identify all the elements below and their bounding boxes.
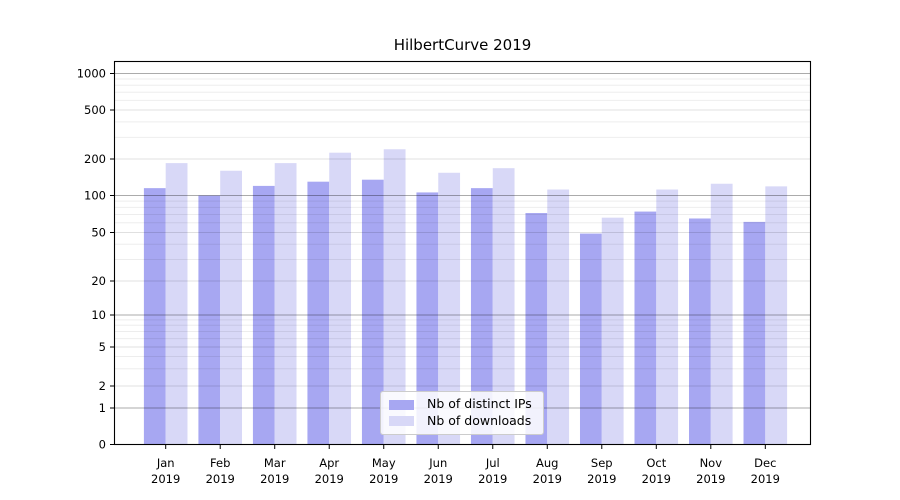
bar-distinct-ips [307,181,330,445]
x-tick-label-month: Jan [156,456,175,470]
x-tick-label-year: 2019 [315,472,344,486]
bar-distinct-ips [634,211,657,445]
bar-distinct-ips [143,188,166,445]
bar-downloads [710,183,733,445]
y-tick-label: 200 [84,152,106,166]
x-tick-label-year: 2019 [751,472,780,486]
x-tick-label-month: Feb [210,456,230,470]
x-tick-label-year: 2019 [151,472,180,486]
bar-distinct-ips [198,195,221,445]
bar-distinct-ips [416,192,439,445]
y-tick-label: 500 [84,103,106,117]
y-tick-label: 20 [91,274,106,288]
x-tick-label-year: 2019 [533,472,562,486]
legend-swatch-distinct-ips [389,399,414,410]
bar-distinct-ips [579,233,602,445]
bar-distinct-ips [252,185,275,445]
legend-label-downloads: Nb of downloads [427,413,532,429]
y-tick-label: 1 [99,401,106,415]
x-tick-label-month: Aug [536,456,558,470]
bar-distinct-ips [689,218,711,445]
x-tick-label-month: Oct [646,456,666,470]
bar-downloads [220,170,243,445]
bar-downloads [274,163,297,445]
y-tick-label: 10 [91,308,106,322]
bar-downloads [438,172,461,445]
legend-swatch-downloads [389,416,414,427]
x-tick-label-month: Jul [485,456,500,470]
y-tick-label: 100 [84,189,106,203]
bar-distinct-ips [470,188,493,445]
bar-distinct-ips [525,213,548,445]
x-tick-label-month: Mar [264,456,286,470]
y-tick-label: 2 [99,379,106,393]
x-tick-label-year: 2019 [587,472,616,486]
legend-item-downloads: Nb of downloads [389,415,535,428]
bar-downloads [547,189,570,445]
bar-downloads [329,152,352,445]
y-tick-label: 0 [99,438,106,452]
bar-downloads [383,149,406,445]
bar-downloads [601,217,624,445]
bar-downloads [765,186,788,445]
bar-distinct-ips [361,179,384,445]
x-tick-label-month: Sep [591,456,613,470]
x-tick-label-month: Nov [700,456,723,470]
bar-downloads [656,189,679,445]
x-tick-label-year: 2019 [260,472,289,486]
x-tick-label-year: 2019 [478,472,507,486]
bar-downloads [165,163,188,445]
y-tick-label: 50 [91,226,106,240]
x-tick-label-year: 2019 [424,472,453,486]
y-tick-label: 1000 [77,67,106,81]
bar-downloads [492,168,515,445]
plot-border [113,60,812,446]
y-tick-label: 5 [99,340,106,354]
chart-title: HilbertCurve 2019 [393,36,532,54]
legend-label-distinct-ips: Nb of distinct IPs [427,396,532,412]
bar-distinct-ips [743,221,766,445]
x-tick-label-year: 2019 [369,472,398,486]
x-tick-label-month: Apr [319,456,339,470]
legend: Nb of distinct IPs Nb of downloads [380,391,544,435]
x-tick-label-month: May [372,456,396,470]
x-tick-label-month: Jun [428,456,447,470]
x-tick-label-month: Dec [754,456,776,470]
x-tick-label-year: 2019 [696,472,725,486]
x-tick-label-year: 2019 [642,472,671,486]
legend-item-distinct-ips: Nb of distinct IPs [389,398,535,411]
x-tick-label-year: 2019 [206,472,235,486]
